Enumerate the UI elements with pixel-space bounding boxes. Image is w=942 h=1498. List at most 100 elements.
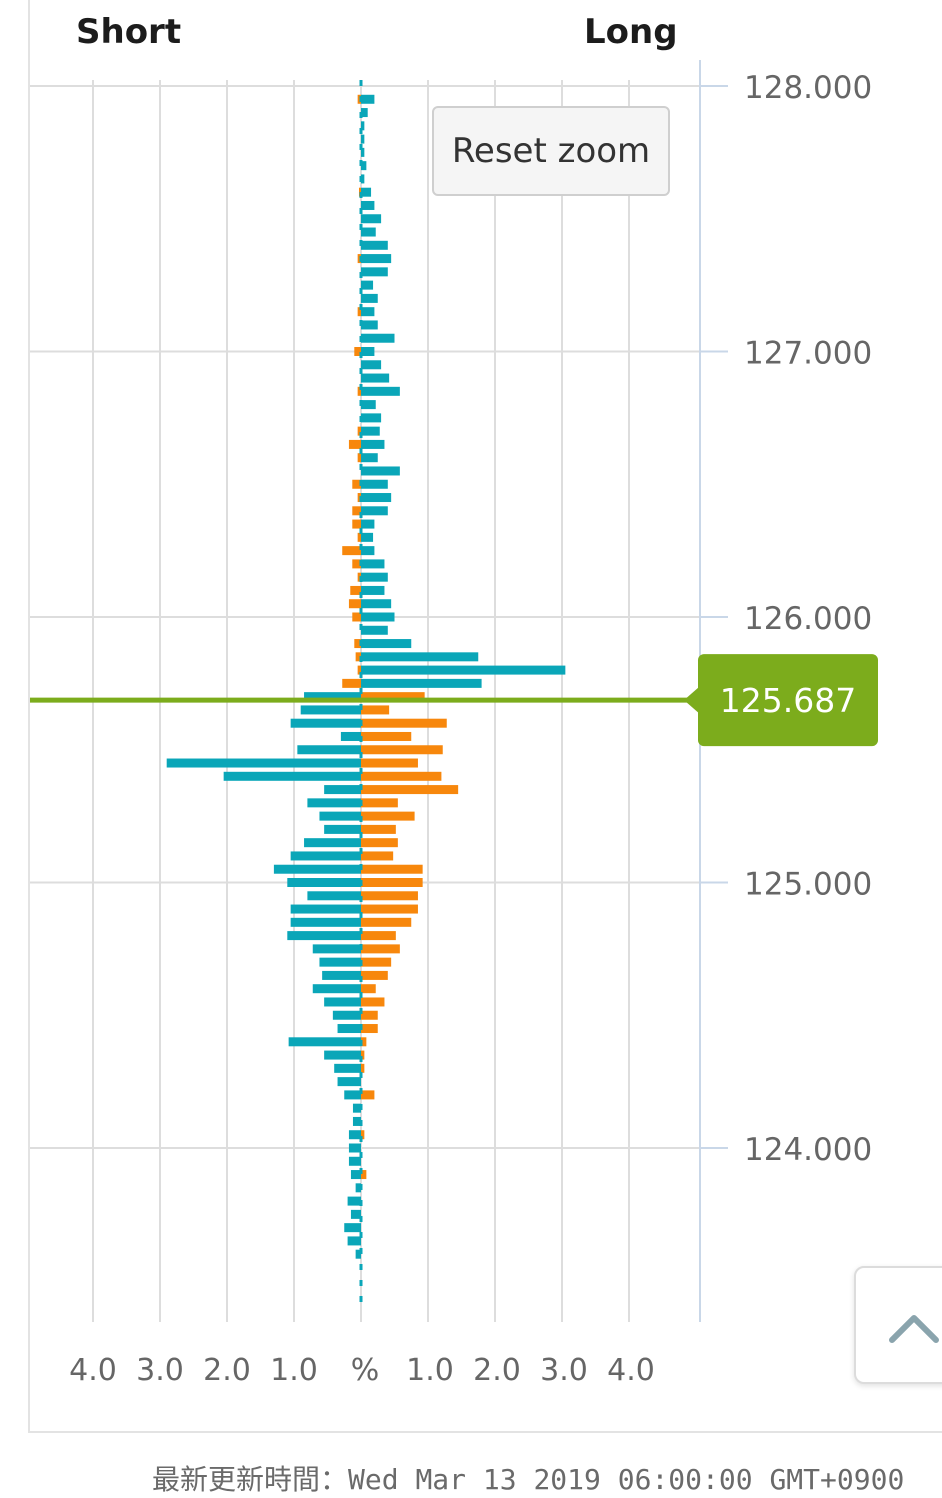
short-bar bbox=[361, 1050, 365, 1060]
long-bar bbox=[332, 1010, 361, 1020]
short-bar bbox=[361, 917, 412, 927]
x-tick-label: 3.0 bbox=[540, 1353, 588, 1388]
short-bar bbox=[342, 678, 361, 688]
short-bar bbox=[361, 705, 390, 715]
long-bar bbox=[348, 1143, 361, 1153]
long-bar bbox=[300, 705, 361, 715]
y-tick-label: 125.000 bbox=[744, 867, 872, 903]
short-bar bbox=[361, 824, 396, 834]
long-bar bbox=[355, 1249, 361, 1259]
long-bar bbox=[166, 758, 361, 768]
short-bar bbox=[352, 479, 361, 489]
x-tick-label: 2.0 bbox=[473, 1353, 521, 1388]
long-bar bbox=[361, 147, 365, 157]
short-bar bbox=[361, 957, 392, 967]
short-bar bbox=[361, 1130, 365, 1140]
short-bar bbox=[361, 1010, 378, 1020]
short-bar bbox=[361, 1037, 367, 1047]
long-bar bbox=[361, 280, 374, 290]
long-bar bbox=[290, 917, 361, 927]
short-bar bbox=[361, 731, 412, 741]
long-bar bbox=[304, 692, 361, 702]
long-bar bbox=[290, 718, 361, 728]
long-bar bbox=[361, 161, 367, 171]
short-bar bbox=[361, 785, 459, 795]
short-bar bbox=[361, 758, 418, 768]
x-center-label: % bbox=[351, 1353, 380, 1388]
y-tick-label: 126.000 bbox=[744, 601, 872, 637]
long-bar bbox=[348, 1156, 361, 1166]
long-bar bbox=[361, 386, 400, 396]
short-bar bbox=[357, 307, 361, 317]
short-bar bbox=[352, 506, 361, 516]
short-bar bbox=[357, 386, 361, 396]
long-bar bbox=[352, 1103, 361, 1113]
x-tick-label: 1.0 bbox=[270, 1353, 318, 1388]
long-bar bbox=[361, 413, 382, 423]
y-tick-label: 127.000 bbox=[744, 336, 872, 372]
long-bar bbox=[361, 585, 385, 595]
short-bar bbox=[361, 1063, 365, 1073]
scroll-to-top-button[interactable] bbox=[854, 1266, 942, 1384]
long-bar bbox=[361, 267, 388, 277]
chevron-up-icon bbox=[889, 1315, 939, 1343]
long-bar bbox=[361, 665, 566, 675]
long-bar bbox=[361, 466, 400, 476]
long-bar bbox=[361, 94, 375, 104]
long-bar bbox=[334, 1063, 361, 1073]
long-bar bbox=[361, 214, 382, 224]
long-bar bbox=[361, 307, 375, 317]
short-header: Short bbox=[76, 12, 182, 52]
long-bar bbox=[361, 652, 479, 662]
short-bar bbox=[361, 944, 400, 954]
long-bar bbox=[324, 824, 361, 834]
x-tick-label: 4.0 bbox=[69, 1353, 117, 1388]
long-bar bbox=[361, 506, 388, 516]
long-bar bbox=[361, 254, 392, 264]
long-bar bbox=[319, 811, 361, 821]
short-bar bbox=[361, 771, 442, 781]
long-bar bbox=[307, 798, 361, 808]
short-bar bbox=[357, 493, 361, 503]
long-bar bbox=[361, 625, 388, 635]
short-bar bbox=[342, 546, 361, 556]
long-bar bbox=[337, 1024, 361, 1034]
long-bar bbox=[355, 1183, 361, 1193]
long-bar bbox=[361, 453, 378, 463]
short-bar bbox=[350, 585, 361, 595]
long-bar bbox=[361, 293, 378, 303]
long-bar bbox=[319, 957, 361, 967]
long-bar bbox=[350, 1170, 361, 1180]
long-bar bbox=[361, 519, 375, 529]
long-bar bbox=[290, 904, 361, 914]
long-bar bbox=[361, 479, 388, 489]
long-bar bbox=[297, 745, 361, 755]
long-bar bbox=[273, 864, 361, 874]
long-bar bbox=[361, 187, 372, 197]
short-bar bbox=[361, 970, 388, 980]
last-updated: 最新更新時間：Wed Mar 13 2019 06:00:00 GMT+0900 bbox=[152, 1458, 904, 1498]
short-bar bbox=[348, 599, 361, 609]
long-bar bbox=[352, 1116, 361, 1126]
short-bar bbox=[357, 453, 361, 463]
last-updated-label: 最新更新時間： bbox=[152, 1463, 349, 1496]
short-bar bbox=[352, 612, 361, 622]
x-tick-label: 3.0 bbox=[136, 1353, 184, 1388]
x-tick-label: 2.0 bbox=[203, 1353, 251, 1388]
short-bar bbox=[361, 838, 398, 848]
long-bar bbox=[361, 360, 382, 370]
long-bar bbox=[361, 347, 375, 356]
short-bar bbox=[361, 864, 423, 874]
short-bar bbox=[357, 665, 361, 675]
short-bar bbox=[352, 559, 361, 569]
current-price-label: 125.687 bbox=[720, 681, 856, 720]
short-bar bbox=[355, 652, 361, 662]
long-bar bbox=[361, 108, 368, 118]
short-bar bbox=[354, 347, 361, 356]
long-bar bbox=[324, 785, 361, 795]
long-bar bbox=[361, 612, 395, 622]
short-bar bbox=[357, 94, 361, 104]
reset-zoom-button[interactable]: Reset zoom bbox=[432, 106, 670, 196]
short-bar bbox=[361, 1024, 378, 1034]
long-bar bbox=[361, 200, 375, 210]
